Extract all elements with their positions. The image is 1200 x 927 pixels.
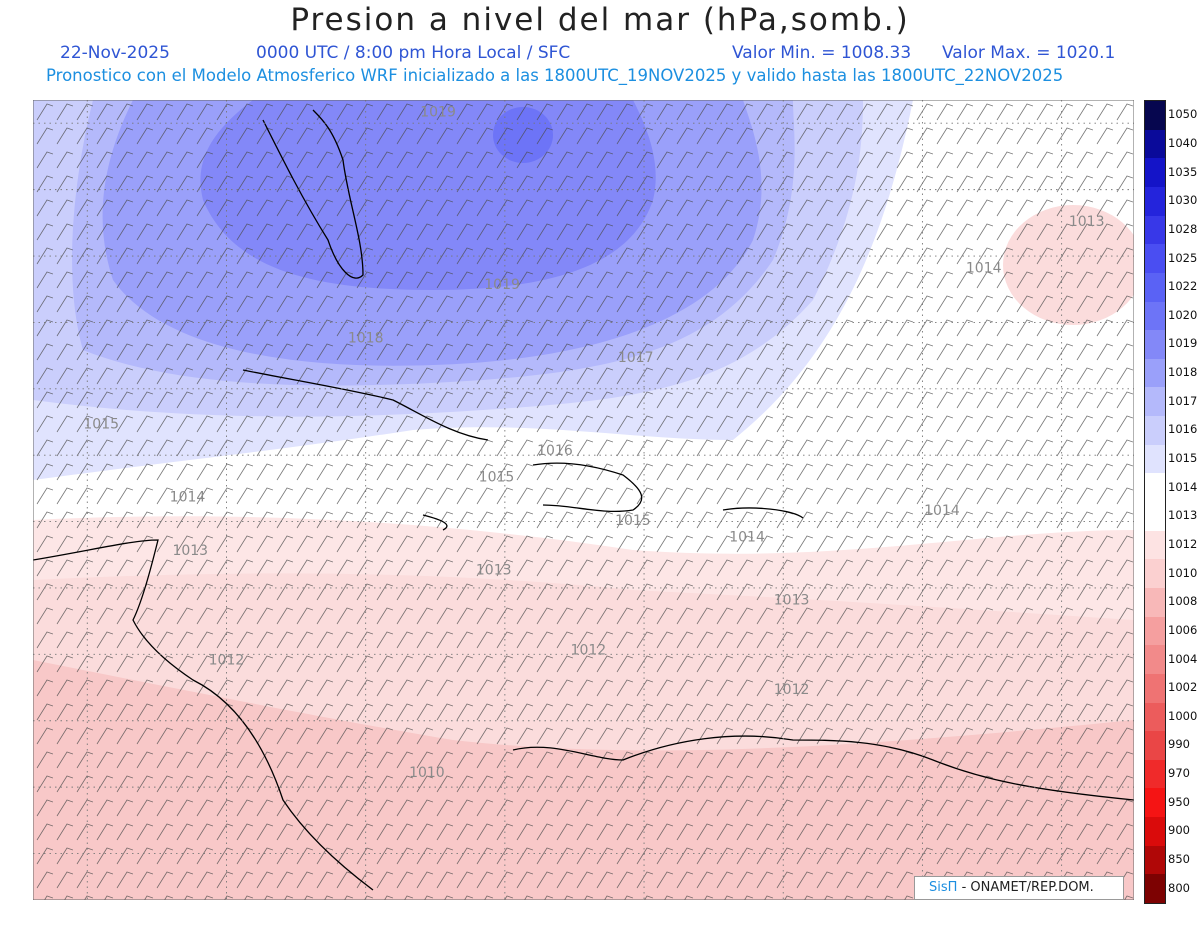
legend-label: 1050 — [1168, 107, 1198, 122]
contour-label: 1016 — [537, 443, 573, 459]
legend-label: 1022 — [1168, 279, 1198, 294]
contour-label: 1019 — [484, 277, 520, 293]
contour-label: 1019 — [420, 105, 456, 121]
legend-label: 1013 — [1168, 508, 1198, 523]
legend-label: 1016 — [1168, 422, 1198, 437]
legend-label: 1028 — [1168, 221, 1198, 236]
legend-swatch — [1145, 416, 1165, 446]
contour-label: 1015 — [83, 417, 119, 433]
legend-swatch — [1145, 702, 1165, 732]
legend-label: 1012 — [1168, 536, 1198, 551]
legend-swatch — [1145, 587, 1165, 618]
legend-swatch — [1145, 502, 1165, 532]
contour-label: 1015 — [479, 470, 515, 486]
contour-label: 1015 — [615, 513, 651, 529]
legend-swatch — [1145, 358, 1165, 388]
legend-swatch — [1145, 186, 1165, 217]
legend-swatch — [1145, 444, 1165, 474]
legend-label: 1017 — [1168, 393, 1198, 408]
legend-swatch — [1145, 788, 1165, 818]
legend-label: 1015 — [1168, 451, 1198, 466]
contour-label: 1013 — [774, 593, 810, 609]
legend-swatch — [1145, 301, 1165, 331]
legend-swatch — [1145, 616, 1165, 646]
legend-swatch — [1145, 817, 1165, 847]
forecast-date: 22-Nov-2025 — [60, 43, 170, 63]
legend-label: 990 — [1168, 737, 1190, 752]
map-title: Presion a nivel del mar (hPa,somb.) — [290, 2, 910, 38]
coastlines — [33, 109, 1134, 891]
legend-swatch — [1145, 645, 1165, 675]
credit-box: SisΠ - ONAMET/REP.DOM. — [914, 876, 1124, 900]
legend-label: 900 — [1168, 823, 1190, 838]
legend-swatch — [1145, 215, 1165, 245]
legend-swatch — [1145, 673, 1165, 703]
legend-swatch — [1145, 272, 1165, 302]
legend-swatch — [1145, 759, 1165, 789]
contour-label: 1014 — [966, 261, 1002, 277]
forecast-time: 0000 UTC / 8:00 pm Hora Local / SFC — [256, 43, 571, 63]
legend-swatch — [1145, 387, 1165, 417]
legend-label: 1002 — [1168, 680, 1198, 695]
legend-swatch — [1145, 101, 1165, 131]
legend-swatch — [1145, 845, 1165, 875]
min-value: Valor Min. = 1008.33 — [732, 43, 912, 63]
legend-label: 1000 — [1168, 708, 1198, 723]
legend-swatch — [1145, 330, 1165, 360]
contour-label: 1017 — [618, 350, 654, 366]
legend-swatch — [1145, 530, 1165, 560]
legend-label: 970 — [1168, 766, 1190, 781]
contour-label: 1012 — [774, 682, 810, 698]
legend-label: 1008 — [1168, 594, 1198, 609]
pressure-map: 1015 1014 1013 1012 1010 1018 1017 1015 1016 1015… — [33, 100, 1134, 900]
legend-label: 1018 — [1168, 365, 1198, 380]
legend-label: 1030 — [1168, 193, 1198, 208]
contour-label: 1013 — [1069, 214, 1105, 230]
legend-label: 1010 — [1168, 565, 1198, 580]
legend-swatch — [1145, 559, 1165, 589]
max-value: Valor Max. = 1020.1 — [942, 43, 1116, 63]
contour-label: 1014 — [924, 503, 960, 519]
legend-label: 1035 — [1168, 164, 1198, 179]
contour-label: 1010 — [409, 765, 445, 781]
legend-label: 950 — [1168, 794, 1190, 809]
legend-label: 1020 — [1168, 307, 1198, 322]
legend-label: 1025 — [1168, 250, 1198, 265]
legend-label: 1019 — [1168, 336, 1198, 351]
legend-swatch — [1145, 473, 1165, 503]
contour-label: 1012 — [571, 642, 607, 658]
contour-label: 1018 — [348, 330, 384, 346]
legend-label: 1004 — [1168, 651, 1198, 666]
sistemas-logo: SisΠ — [929, 880, 958, 895]
color-legend — [1144, 100, 1166, 904]
credit-source: - ONAMET/REP.DOM. — [961, 880, 1094, 895]
legend-label: 1040 — [1168, 135, 1198, 150]
model-info: Pronostico con el Modelo Atmosferico WRF… — [46, 66, 1064, 85]
legend-swatch — [1145, 158, 1165, 188]
legend-label: 850 — [1168, 852, 1190, 867]
legend-swatch — [1145, 731, 1165, 761]
legend-label: 1014 — [1168, 479, 1198, 494]
contour-label: 1013 — [172, 543, 208, 559]
legend-swatch — [1145, 244, 1165, 274]
legend-swatch — [1145, 129, 1165, 159]
contour-label: 1014 — [729, 529, 765, 545]
contour-label: 1012 — [209, 652, 245, 668]
contour-label: 1013 — [476, 563, 512, 579]
legend-swatch — [1145, 874, 1165, 904]
legend-label: 1006 — [1168, 622, 1198, 637]
legend-label: 800 — [1168, 880, 1190, 895]
contour-label: 1014 — [170, 490, 206, 506]
